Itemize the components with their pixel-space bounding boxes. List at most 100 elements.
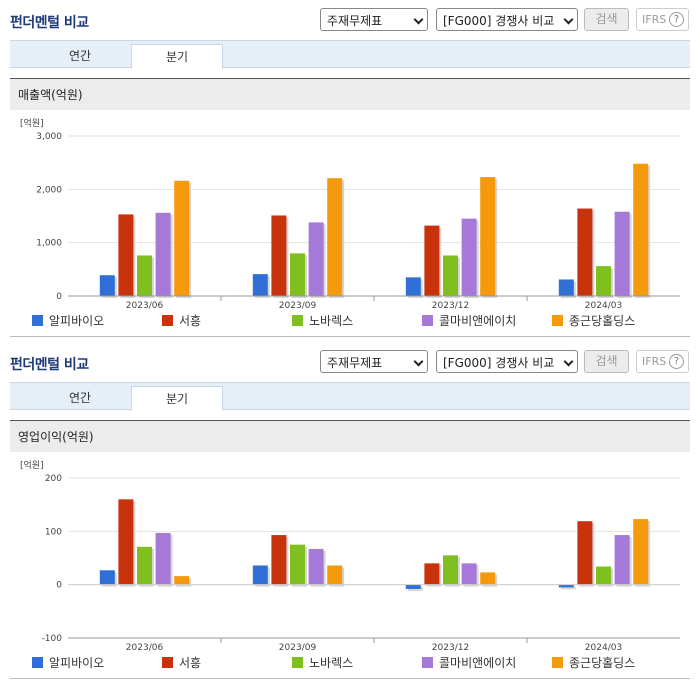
bar[interactable]	[480, 572, 496, 585]
x-tick-label: 2023/09	[279, 643, 317, 653]
legend-item[interactable]: 노바렉스	[292, 312, 353, 329]
tab-annual[interactable]: 연간	[68, 391, 92, 405]
legend-label: 노바렉스	[309, 656, 354, 670]
bar[interactable]	[308, 222, 324, 296]
chart-legend: 알피바이오 서흥 노바렉스 콜마비앤에이치 종근당홀딩스	[0, 654, 696, 672]
legend-swatch	[292, 657, 303, 668]
bar[interactable]	[290, 544, 305, 585]
bar[interactable]	[480, 177, 496, 296]
tab-quarterly[interactable]: 분기	[131, 386, 223, 411]
chevron-down-icon	[413, 356, 424, 367]
legend-item[interactable]: 서흥	[162, 312, 201, 329]
x-tick-label: 2023/06	[126, 301, 164, 311]
ifrs-button[interactable]: IFRS?	[636, 350, 689, 373]
peer-group-select[interactable]: [FG000] 경쟁사 비교	[436, 8, 578, 31]
bar[interactable]	[614, 535, 630, 585]
bar[interactable]	[271, 535, 287, 585]
bar[interactable]	[405, 584, 421, 589]
bar[interactable]	[252, 565, 268, 585]
legend-item[interactable]: 종근당홀딩스	[552, 312, 635, 329]
legend-item[interactable]: 서흥	[162, 654, 201, 671]
bar[interactable]	[271, 215, 287, 296]
bar[interactable]	[308, 548, 324, 585]
ifrs-button[interactable]: IFRS?	[636, 8, 689, 31]
legend-swatch	[422, 657, 433, 668]
metric-title: 매출액(억원)	[10, 78, 690, 110]
bar[interactable]	[558, 584, 574, 588]
bar[interactable]	[137, 546, 152, 585]
period-tabs: 연간 분기	[10, 382, 690, 411]
y-tick-label: 2,000	[36, 185, 62, 195]
bar[interactable]	[99, 570, 115, 585]
legend-label: 콜마비앤에이치	[439, 656, 517, 670]
bar[interactable]	[558, 279, 574, 296]
bar[interactable]	[405, 277, 421, 296]
bar[interactable]	[633, 519, 649, 585]
bar[interactable]	[174, 180, 190, 296]
statement-type-select[interactable]: 주재무제표	[320, 350, 428, 373]
bar[interactable]	[174, 576, 190, 585]
statement-type-select[interactable]: 주재무제표	[320, 8, 428, 31]
chevron-down-icon	[563, 356, 574, 367]
bar[interactable]	[290, 253, 305, 296]
x-tick-label: 2024/03	[585, 301, 622, 311]
bar[interactable]	[424, 225, 440, 296]
peer-group-select[interactable]: [FG000] 경쟁사 비교	[436, 350, 578, 373]
bar[interactable]	[155, 212, 171, 296]
bar[interactable]	[461, 563, 477, 585]
sales-chart: [억원] 0 1,000 2,000 3,000 2023/06 2023/09 2023/1…	[20, 117, 680, 311]
section-header: 펀더멘털 비교 주재무제표 [FG000] 경쟁사 비교 검색 IFRS?	[0, 342, 696, 382]
legend-swatch	[422, 315, 433, 326]
bar[interactable]	[118, 499, 134, 585]
tab-quarterly[interactable]: 분기	[131, 44, 223, 69]
legend-label: 종근당홀딩스	[569, 656, 636, 670]
bar[interactable]	[327, 565, 343, 585]
tab-annual[interactable]: 연간	[68, 49, 92, 63]
y-tick-label: 0	[56, 581, 62, 591]
bar[interactable]	[614, 211, 630, 296]
bar[interactable]	[137, 255, 152, 296]
legend-label: 노바렉스	[309, 314, 354, 328]
bar[interactable]	[577, 521, 593, 585]
search-button[interactable]: 검색	[584, 8, 629, 31]
x-tick-label: 2023/12	[432, 643, 469, 653]
chevron-down-icon	[563, 14, 574, 25]
select-value: 주재무제표	[327, 356, 383, 370]
legend-label: 알피바이오	[49, 656, 105, 670]
bar[interactable]	[596, 266, 611, 296]
legend-item[interactable]: 노바렉스	[292, 654, 353, 671]
bar[interactable]	[461, 218, 477, 296]
legend-item[interactable]: 알피바이오	[32, 654, 104, 671]
help-icon: ?	[669, 354, 684, 369]
bar[interactable]	[577, 208, 593, 296]
select-value: [FG000] 경쟁사 비교	[443, 14, 555, 28]
period-tabs: 연간 분기	[10, 40, 690, 69]
bar[interactable]	[443, 555, 458, 585]
bar[interactable]	[155, 532, 171, 585]
bar[interactable]	[327, 178, 343, 296]
section-sales: 펀더멘털 비교 주재무제표 [FG000] 경쟁사 비교 검색 IFRS? 연간…	[10, 8, 690, 337]
select-value: [FG000] 경쟁사 비교	[443, 356, 555, 370]
y-tick-label: 1,000	[36, 239, 62, 249]
bar[interactable]	[596, 566, 611, 585]
bar[interactable]	[443, 255, 458, 296]
legend-item[interactable]: 알피바이오	[32, 312, 104, 329]
y-tick-label: 0	[56, 292, 62, 302]
legend-item[interactable]: 콜마비앤에이치	[422, 312, 516, 329]
unit-label: [억원]	[20, 459, 44, 471]
search-button[interactable]: 검색	[584, 350, 629, 373]
bar[interactable]	[633, 163, 649, 296]
legend-swatch	[552, 657, 563, 668]
help-icon: ?	[669, 12, 684, 27]
bar[interactable]	[424, 563, 440, 585]
bar[interactable]	[118, 214, 134, 296]
x-tick-label: 2023/09	[279, 301, 317, 311]
legend-swatch	[32, 657, 43, 668]
legend-item[interactable]: 종근당홀딩스	[552, 654, 635, 671]
section-operating-income: 펀더멘털 비교 주재무제표 [FG000] 경쟁사 비교 검색 IFRS? 연간…	[0, 342, 696, 684]
legend-item[interactable]: 콜마비앤에이치	[422, 654, 516, 671]
legend-swatch	[552, 315, 563, 326]
bar[interactable]	[252, 274, 268, 296]
legend-label: 서흥	[179, 656, 202, 670]
bar[interactable]	[99, 275, 115, 296]
